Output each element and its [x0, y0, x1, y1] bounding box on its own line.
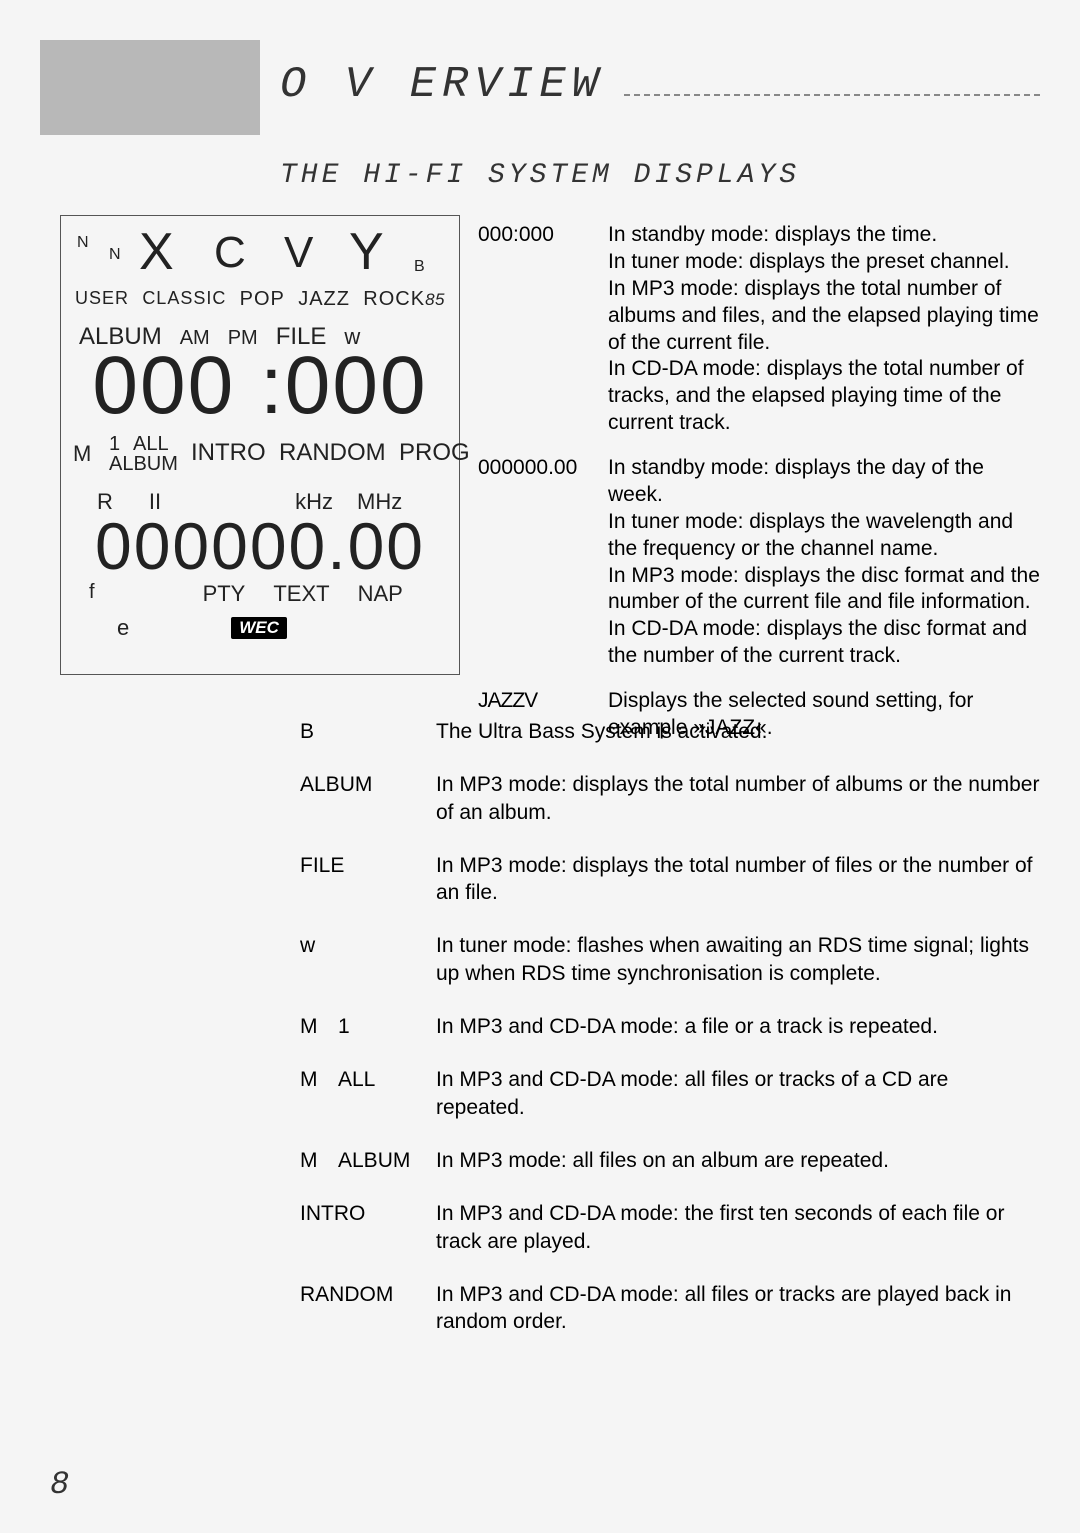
desc-column: 000:000 In standby mode: displays the ti…: [478, 222, 1040, 748]
list-text: In MP3 and CD-DA mode: a file or a track…: [436, 1013, 1040, 1040]
disp-text: TEXT: [273, 581, 329, 607]
disp-v: V: [284, 228, 313, 278]
disp-y: Y: [349, 222, 384, 282]
disp-random: RANDOM: [279, 439, 386, 467]
disp-f: f: [89, 581, 95, 607]
list-label: ALBUM: [300, 771, 436, 826]
disp-pty: PTY: [203, 581, 246, 607]
list-label: B: [300, 718, 436, 745]
disp-c: C: [214, 228, 246, 278]
disp-wec-badge: WEC: [231, 617, 287, 639]
page-title: O V ERVIEW: [280, 60, 604, 110]
list-label: w: [300, 932, 436, 987]
list-label: MALBUM: [300, 1147, 436, 1174]
disp-x: X: [139, 222, 174, 282]
list-text: In MP3 and CD-DA mode: all files or trac…: [436, 1281, 1040, 1336]
list-row: B The Ultra Bass System is activated.: [300, 718, 1040, 745]
disp-album2: ALBUM: [109, 453, 178, 476]
list-row: ALBUM In MP3 mode: displays the total nu…: [300, 771, 1040, 826]
desc-text: In standby mode: displays the day of the…: [608, 455, 1040, 670]
disp-m: M: [73, 441, 91, 467]
subtitle: THE HI-FI SYSTEM DISPLAYS: [280, 160, 800, 191]
list-text: In tuner mode: flashes when awaiting an …: [436, 932, 1040, 987]
list-row: FILE In MP3 mode: displays the total num…: [300, 852, 1040, 907]
disp-big-freq: 000000.00: [69, 513, 451, 579]
desc-text: In standby mode: displays the time.In tu…: [608, 222, 1040, 437]
disp-b: B: [414, 258, 425, 276]
list-label: M1: [300, 1013, 436, 1040]
disp-jazz: JAZZ: [298, 288, 350, 311]
header-sidebar: [40, 40, 260, 135]
disp-prog: PROG: [399, 439, 470, 467]
disp-classic: CLASSIC: [142, 288, 226, 311]
disp-big-time: 000 :000: [69, 345, 451, 427]
list-row: w In tuner mode: flashes when awaiting a…: [300, 932, 1040, 987]
list-row: RANDOM In MP3 and CD-DA mode: all files …: [300, 1281, 1040, 1336]
page-number: 8: [50, 1466, 69, 1503]
disp-n1: N: [77, 234, 89, 252]
header-rule: [624, 94, 1040, 96]
list-row: MALL In MP3 and CD-DA mode: all files or…: [300, 1066, 1040, 1121]
disp-user: USER: [75, 288, 129, 311]
list-label: INTRO: [300, 1200, 436, 1255]
list-text: In MP3 mode: displays the total number o…: [436, 771, 1040, 826]
desc-label: 000000.00: [478, 455, 608, 670]
disp-e: e: [117, 615, 129, 641]
disp-pop: POP: [240, 288, 285, 311]
list-label: MALL: [300, 1066, 436, 1121]
list-text: In MP3 and CD-DA mode: all files or trac…: [436, 1066, 1040, 1121]
display-diagram: N N X C V Y B USER CLASSIC POP JAZZ ROCK…: [60, 215, 460, 675]
list-text: In MP3 mode: all files on an album are r…: [436, 1147, 1040, 1174]
desc-row: 000:000 In standby mode: displays the ti…: [478, 222, 1040, 437]
disp-n2: N: [109, 246, 121, 264]
list-row: M1 In MP3 and CD-DA mode: a file or a tr…: [300, 1013, 1040, 1040]
disp-rock: ROCK85: [363, 288, 445, 311]
list-row: MALBUM In MP3 mode: all files on an albu…: [300, 1147, 1040, 1174]
list-text: In MP3 mode: displays the total number o…: [436, 852, 1040, 907]
list-text: The Ultra Bass System is activated.: [436, 718, 1040, 745]
disp-nap: NAP: [358, 581, 403, 607]
indicator-list: B The Ultra Bass System is activated. AL…: [300, 718, 1040, 1361]
header-row: O V ERVIEW: [280, 60, 1040, 110]
desc-row: 000000.00 In standby mode: displays the …: [478, 455, 1040, 670]
desc-label: 000:000: [478, 222, 608, 437]
disp-intro: INTRO: [191, 439, 266, 467]
list-label: FILE: [300, 852, 436, 907]
list-text: In MP3 and CD-DA mode: the first ten sec…: [436, 1200, 1040, 1255]
list-row: INTRO In MP3 and CD-DA mode: the first t…: [300, 1200, 1040, 1255]
list-label: RANDOM: [300, 1281, 436, 1336]
